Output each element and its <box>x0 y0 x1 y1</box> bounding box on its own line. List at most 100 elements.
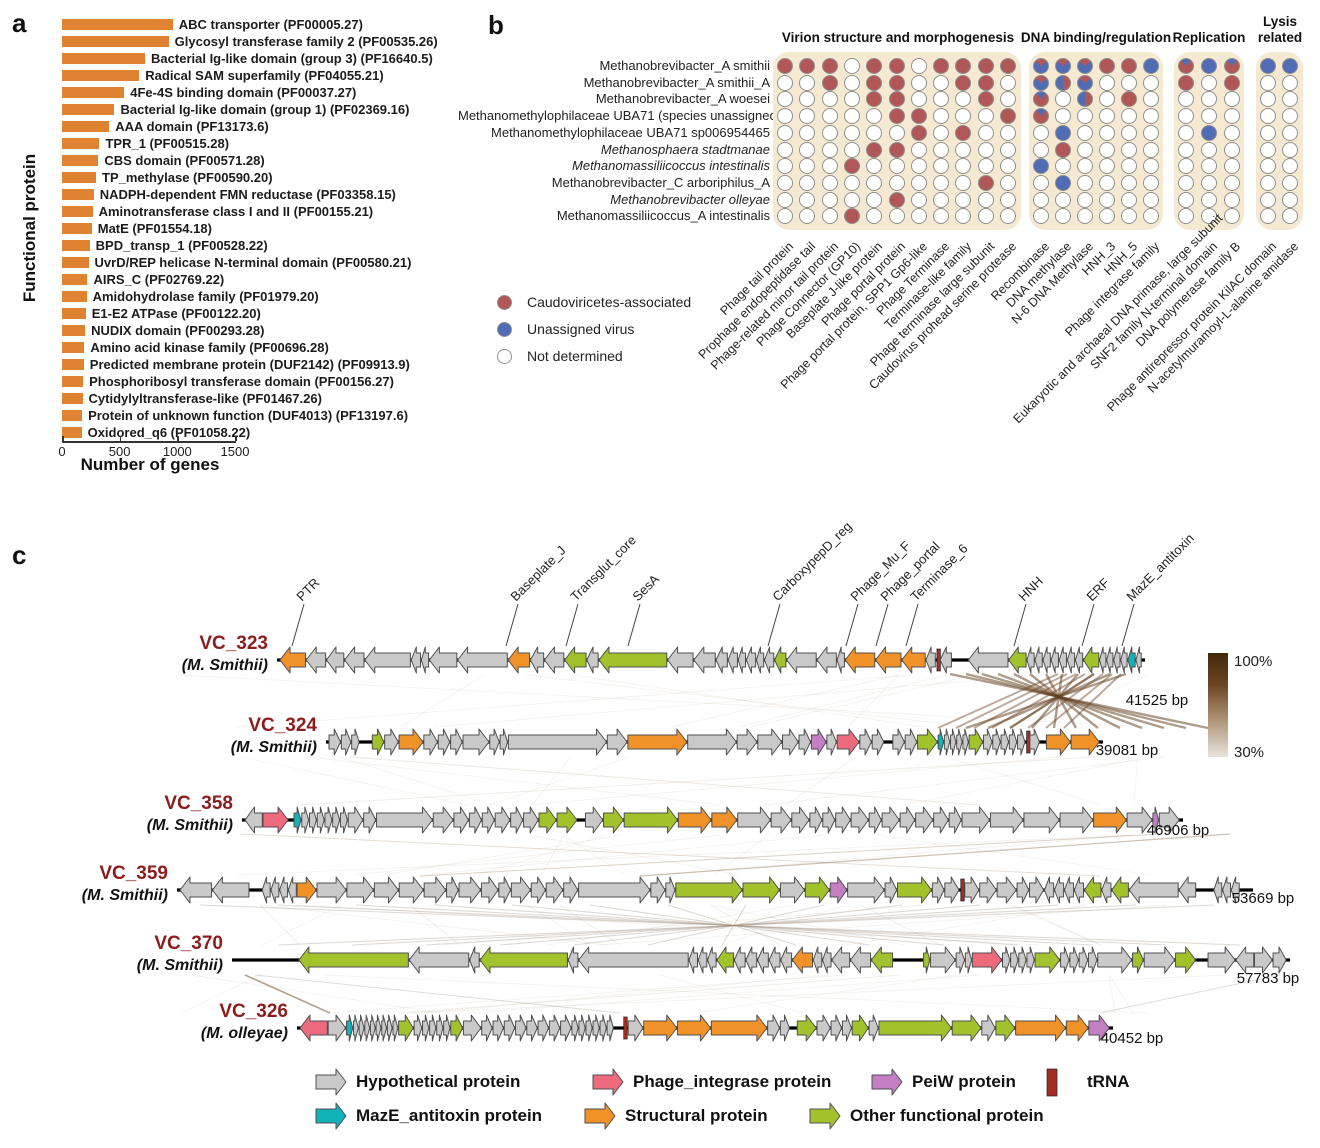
genome-bp-VC_370: 57783 bp <box>1236 970 1300 987</box>
genome-bp-VC_359: 53669 bp <box>1231 890 1295 907</box>
bar-label-6: AAA domain (PF13173.6) <box>115 119 269 134</box>
dot-0-2-10 <box>1000 91 1016 108</box>
dot-0-1-10 <box>1000 74 1016 91</box>
bar-6 <box>62 121 110 132</box>
genome-host-VC_359: (M. Smithii) <box>81 887 168 904</box>
bar-label-5: Bacterial Ig-like domain (group 1) (PF02… <box>120 102 410 117</box>
dot-0-1-2 <box>821 74 838 91</box>
dot-1-2-3 <box>1099 91 1115 108</box>
dot-2-4-2 <box>1224 124 1240 141</box>
group-header-3: Lysis related <box>1257 14 1303 45</box>
dot-0-1-0 <box>777 74 793 91</box>
dot-0-8-3 <box>843 191 860 208</box>
dot-1-2-4 <box>1121 91 1137 108</box>
bar-12 <box>62 223 92 234</box>
dot-0-4-0 <box>777 124 793 141</box>
bar-2 <box>62 53 146 64</box>
legend-c-label-MazE_antitoxin-protein: MazE_antitoxin protein <box>356 1106 543 1125</box>
dot-1-8-4 <box>1121 191 1137 208</box>
dot-1-2-2 <box>1077 91 1093 108</box>
legend-b-dot-0 <box>497 295 512 310</box>
bar-15 <box>62 274 88 285</box>
bar-24 <box>62 427 82 438</box>
dot-1-8-5 <box>1143 191 1159 208</box>
dot-2-9-2 <box>1224 208 1240 225</box>
dot-1-8-1 <box>1055 191 1071 208</box>
legend-b-dot-2 <box>497 349 512 364</box>
dot-1-6-1 <box>1055 158 1071 175</box>
bar-5 <box>62 104 115 115</box>
legend-c-label-Structural-protein: Structural protein <box>625 1106 768 1125</box>
dot-0-2-4 <box>866 91 883 108</box>
species-label-6: Methanomassiliicoccus intestinalis <box>572 158 770 174</box>
dot-0-2-3 <box>843 91 860 108</box>
dot-2-3-1 <box>1201 108 1217 125</box>
dot-0-3-9 <box>977 108 994 125</box>
dot-0-3-6 <box>910 108 927 125</box>
species-label-0: Methanobrevibacter_A smithii <box>599 58 770 73</box>
dot-2-7-1 <box>1201 174 1217 191</box>
bar-14 <box>62 257 89 268</box>
dot-3-3-1 <box>1282 108 1298 125</box>
dot-0-6-3 <box>843 158 860 175</box>
dot-0-6-5 <box>888 158 905 175</box>
x-axis-tick-3 <box>235 436 237 441</box>
bar-23 <box>62 410 83 421</box>
bar-label-9: TP_methylase (PF00590.20) <box>102 170 273 185</box>
dot-1-4-1 <box>1055 124 1071 141</box>
dot-0-5-3 <box>843 141 860 158</box>
bar-label-22: Cytidylyltransferase-like (PF01467.26) <box>88 391 322 406</box>
panel-a-letter: a <box>12 8 27 38</box>
group-header-1: DNA binding/regulation <box>1020 30 1172 45</box>
dot-0-8-6 <box>910 191 927 208</box>
species-label-2: Methanobrevibacter_A woesei <box>595 91 770 107</box>
species-label-5: Methanosphaera stadtmanae <box>600 141 770 157</box>
bar-7 <box>62 138 100 149</box>
genome-host-VC_324: (M. Smithii) <box>230 739 317 756</box>
dot-3-6-1 <box>1282 158 1298 175</box>
bar-label-18: NUDIX domain (PF00293.28) <box>91 323 265 338</box>
dot-0-4-4 <box>866 124 883 141</box>
dot-3-5-1 <box>1282 141 1298 158</box>
dot-0-7-8 <box>955 174 972 191</box>
dot-0-4-8 <box>955 124 972 141</box>
dot-1-0-0 <box>1033 58 1049 74</box>
dot-0-0-2 <box>821 58 838 74</box>
dot-0-1-4 <box>866 74 883 91</box>
dot-1-6-2 <box>1077 158 1093 175</box>
dot-3-8-0 <box>1260 191 1276 208</box>
legend-c-label-Hypothetical-protein: Hypothetical protein <box>356 1072 521 1091</box>
dot-0-7-2 <box>821 174 838 191</box>
dot-0-5-0 <box>777 141 793 158</box>
dot-2-5-2 <box>1224 141 1240 158</box>
dot-1-3-4 <box>1121 108 1137 125</box>
dot-3-9-1 <box>1282 208 1298 225</box>
genome-bp-VC_326: 40452 bp <box>1100 1030 1164 1047</box>
dot-0-7-3 <box>843 174 860 191</box>
panel-b-letter: b <box>488 10 504 40</box>
dot-1-5-3 <box>1099 141 1115 158</box>
dot-0-2-1 <box>799 91 816 108</box>
panel-c-letter: c <box>12 540 27 570</box>
dot-1-5-4 <box>1121 141 1137 158</box>
bar-1 <box>62 36 169 47</box>
species-label-4: Methanomethylophilaceae UBA71 sp00695446… <box>491 124 770 140</box>
panel-c-genome-maps: PTR Baseplate_J Transglut_core SesA Carboxyp… <box>0 480 1320 1148</box>
bar-8 <box>62 155 99 166</box>
x-tick-label-3: 1500 <box>220 444 250 459</box>
dot-1-0-2 <box>1077 58 1093 74</box>
dot-0-9-2 <box>821 208 838 225</box>
dot-1-9-4 <box>1121 208 1137 225</box>
dot-2-1-1 <box>1201 74 1217 91</box>
dot-0-7-9 <box>977 174 994 191</box>
dot-3-2-0 <box>1260 91 1276 108</box>
species-label-1: Methanobrevibacter_A smithii_A <box>583 74 770 90</box>
bar-label-0: ABC transporter (PF00005.27) <box>178 17 363 32</box>
dot-0-2-2 <box>821 91 838 108</box>
dot-0-7-7 <box>933 174 950 191</box>
genome-bp-VC_323: 41525 bp <box>1125 692 1189 709</box>
dot-1-4-3 <box>1099 124 1115 141</box>
dot-1-4-4 <box>1121 124 1137 141</box>
dot-0-1-3 <box>843 74 860 91</box>
genome-host-VC_323: (M. Smithii) <box>181 657 268 674</box>
